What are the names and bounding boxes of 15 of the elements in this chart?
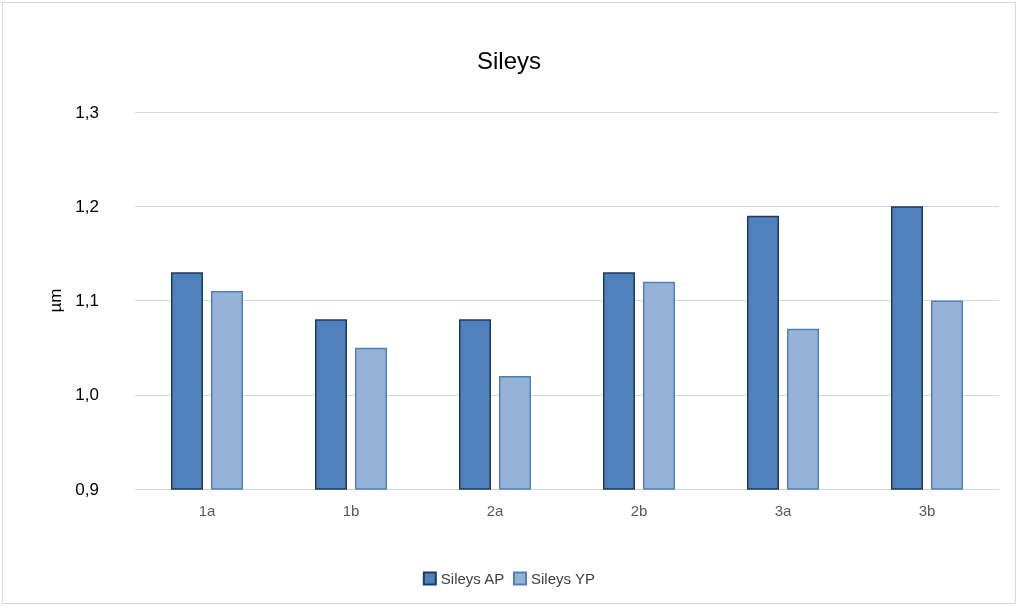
- y-axis-title: µm: [46, 288, 66, 313]
- y-tick-label: 0,9: [75, 479, 99, 499]
- y-tick-label: 1,3: [75, 102, 99, 122]
- y-tick-label: 1,2: [75, 196, 99, 216]
- legend-label: Sileys AP: [440, 570, 505, 587]
- x-tick-label: 2b: [630, 502, 648, 519]
- x-tick-label: 1b: [342, 502, 360, 519]
- x-tick-label: 1a: [198, 502, 216, 519]
- legend-label: Sileys YP: [531, 570, 595, 587]
- y-tick-label: 1,0: [75, 385, 99, 405]
- chart-title: Sileys: [476, 46, 542, 74]
- x-tick-label: 2a: [486, 502, 504, 519]
- x-tick-label: 3b: [918, 502, 936, 519]
- y-tick-label: 1,1: [75, 291, 99, 310]
- x-tick-label: 3a: [774, 502, 792, 519]
